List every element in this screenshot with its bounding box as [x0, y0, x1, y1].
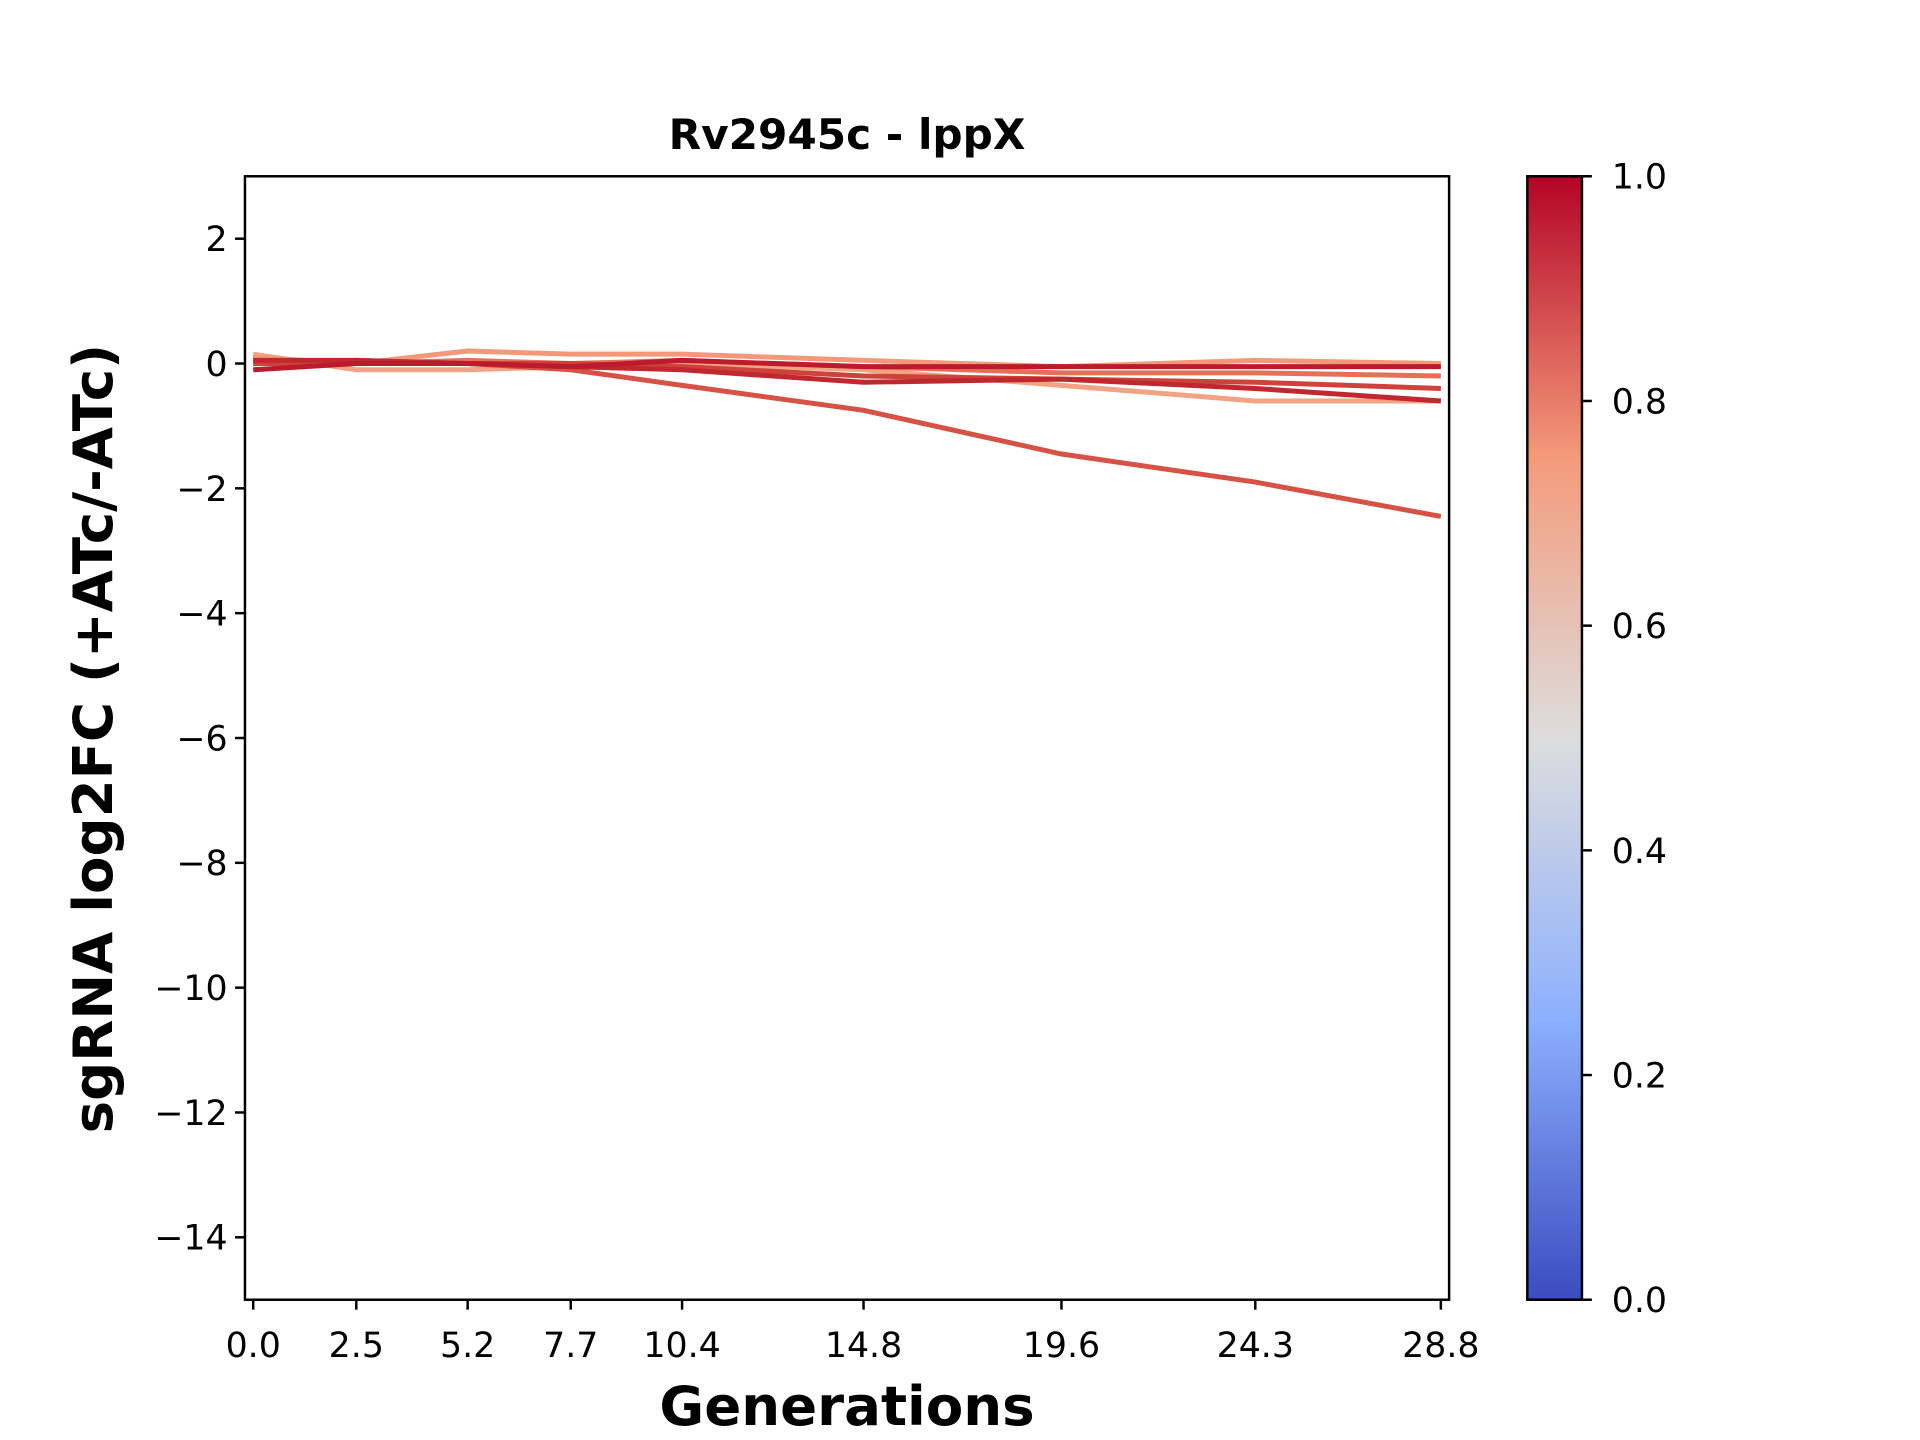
- series-line: [252, 351, 1441, 404]
- chart-title: Rv2945c - lppX: [669, 110, 1026, 159]
- x-tick-label: 14.8: [825, 1326, 902, 1366]
- x-tick-label: 28.8: [1402, 1326, 1479, 1366]
- colorbar-tick-label: 0.6: [1612, 607, 1667, 647]
- y-tick-label: −12: [154, 1094, 227, 1134]
- series-line: [253, 357, 1441, 373]
- x-tick-label: 0.0: [226, 1326, 281, 1366]
- x-tick-label: 7.7: [543, 1326, 598, 1366]
- colorbar: [1526, 175, 1584, 1301]
- colorbar-tick-label: 0.4: [1612, 832, 1667, 872]
- y-tick-label: 2: [205, 220, 227, 260]
- y-tick-label: 0: [205, 345, 227, 385]
- x-tick-label: 24.3: [1217, 1326, 1294, 1366]
- y-tick-label: −8: [176, 844, 227, 884]
- plot-frame: [243, 175, 1451, 1301]
- x-tick-label: 5.2: [440, 1326, 495, 1366]
- y-tick-label: −14: [154, 1219, 227, 1259]
- colorbar-tick-label: 0.2: [1612, 1056, 1667, 1096]
- colorbar-tick-label: 1.0: [1612, 158, 1667, 198]
- y-tick-label: −10: [154, 969, 227, 1009]
- x-axis-label: Generations: [659, 1374, 1034, 1438]
- colorbar-tick-label: 0.8: [1612, 382, 1667, 422]
- plot-area: [252, 348, 1442, 519]
- x-tick-label: 2.5: [329, 1326, 384, 1366]
- x-tick-label: 19.6: [1023, 1326, 1100, 1366]
- x-tick-label: 10.4: [643, 1326, 720, 1366]
- y-tick-label: −2: [176, 470, 227, 510]
- y-tick-label: −6: [176, 719, 227, 759]
- y-axis-label: sgRNA log2FC (+ATc/-ATc): [61, 344, 125, 1133]
- colorbar-tick-label: 0.0: [1612, 1281, 1667, 1321]
- y-tick-label: −4: [176, 595, 227, 635]
